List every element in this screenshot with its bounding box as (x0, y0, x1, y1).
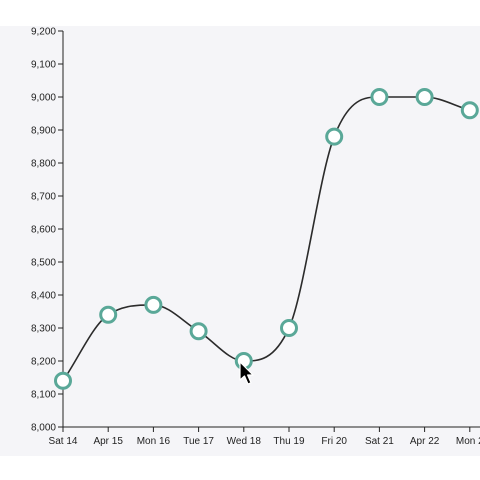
data-points (54, 88, 479, 390)
x-tick-label: Mon 16 (137, 436, 171, 447)
y-tick-label: 8,200 (31, 357, 56, 368)
data-point-2[interactable] (99, 305, 118, 324)
x-tick-label: Sat 14 (49, 436, 78, 447)
data-point-10[interactable] (460, 101, 479, 120)
data-point-4[interactable] (189, 322, 208, 341)
x-tick-label: Apr 22 (410, 436, 440, 447)
y-tick-label: 8,400 (31, 291, 56, 302)
x-tick-label: Apr 15 (93, 436, 123, 447)
x-axis: Sat 14 Apr 15 Mon 16 Tue 17 Wed 18 Thu 19 Fri … (49, 426, 480, 447)
x-tick-label: Mon 2 (456, 436, 480, 447)
series-line (62, 96, 471, 382)
x-tick-label: Fri 20 (321, 436, 347, 447)
x-tick-label: Tue 17 (183, 436, 214, 447)
y-tick-label: 8,100 (31, 390, 56, 401)
arrow-pointer-icon (239, 361, 254, 385)
data-point-3[interactable] (144, 295, 163, 314)
y-tick-label: 9,000 (31, 93, 56, 104)
y-tick-label: 9,200 (31, 27, 56, 38)
data-point-6[interactable] (280, 319, 298, 337)
y-tick-label: 8,800 (31, 159, 56, 170)
y-tick-label: 8,700 (31, 192, 56, 203)
y-tick-label: 8,500 (31, 258, 56, 269)
y-tick-label: 8,900 (31, 126, 56, 137)
x-tick-label: Wed 18 (227, 436, 262, 447)
data-point-1[interactable] (54, 371, 72, 390)
y-tick-label: 9,100 (31, 60, 56, 71)
x-tick-label: Thu 19 (273, 436, 305, 447)
y-tick-label: 8,300 (31, 324, 56, 335)
y-tick-label: 8,600 (31, 225, 56, 236)
data-point-7[interactable] (325, 127, 344, 146)
x-tick-label: Sat 21 (365, 436, 394, 447)
y-axis: 8,000 8,100 8,200 8,300 8,400 8,500 8,600 8,700… (31, 27, 64, 434)
y-tick-label: 8,000 (31, 423, 56, 434)
data-point-9[interactable] (415, 88, 434, 106)
data-point-8[interactable] (370, 88, 389, 106)
